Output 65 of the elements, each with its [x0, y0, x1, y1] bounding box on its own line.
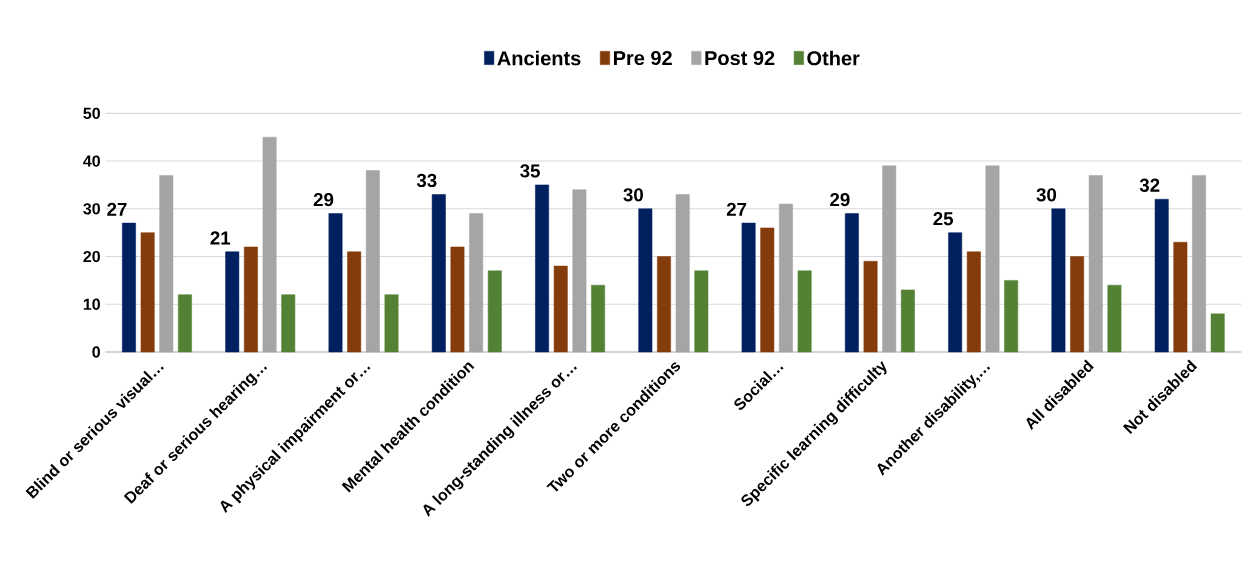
bar — [1192, 175, 1206, 353]
data-label: 29 — [830, 192, 850, 207]
y-tick-label: 10 — [83, 298, 100, 310]
bar — [384, 294, 399, 353]
bar — [863, 261, 878, 353]
bar — [365, 170, 380, 353]
data-label: 25 — [933, 212, 954, 226]
y-tick-label: 40 — [83, 155, 100, 167]
bar — [966, 251, 981, 353]
bar — [450, 246, 465, 353]
bar — [797, 270, 812, 353]
bar — [694, 270, 709, 353]
bar — [760, 227, 775, 353]
data-label: 30 — [1036, 188, 1057, 202]
bar — [178, 294, 192, 353]
bar — [675, 194, 690, 353]
legend-label: Pre 92 — [613, 50, 672, 66]
legend-label: Ancients — [497, 50, 581, 66]
bar — [1107, 284, 1122, 353]
bar — [1210, 313, 1225, 353]
bar — [882, 165, 897, 353]
bar — [779, 203, 793, 353]
y-tick-label: 30 — [83, 203, 100, 215]
data-label: 35 — [520, 164, 540, 178]
bar — [122, 222, 136, 353]
bar — [948, 232, 963, 353]
bar — [140, 232, 155, 353]
bar — [535, 184, 549, 353]
legend-label: Other — [807, 50, 860, 66]
legend-label: Post 92 — [705, 50, 775, 66]
y-tick-label: 0 — [92, 346, 100, 358]
bar — [741, 222, 756, 353]
bar — [657, 256, 671, 353]
data-label: 33 — [416, 173, 437, 188]
y-tick-label: 20 — [83, 250, 100, 263]
bar — [1004, 280, 1019, 353]
bar — [262, 136, 277, 353]
y-tick-label: 50 — [83, 107, 100, 119]
bar — [469, 213, 484, 353]
bar — [347, 251, 362, 353]
data-label: 30 — [623, 188, 643, 202]
bar — [225, 251, 240, 353]
data-label: 32 — [1139, 178, 1160, 192]
bar — [844, 213, 859, 353]
bar — [638, 208, 653, 353]
bar — [1154, 198, 1169, 353]
bar — [985, 165, 1000, 353]
bar — [1070, 256, 1085, 353]
bar — [159, 175, 174, 353]
data-label: 29 — [313, 192, 334, 207]
data-label: 27 — [107, 202, 127, 216]
bar — [1088, 175, 1103, 353]
bar — [328, 213, 343, 353]
data-label: 27 — [726, 202, 747, 216]
bar — [591, 284, 605, 353]
bar — [487, 270, 502, 353]
bar — [572, 189, 587, 353]
bar — [281, 294, 296, 353]
bar — [553, 265, 568, 353]
bar — [900, 289, 915, 353]
bar — [431, 194, 446, 353]
data-label: 21 — [210, 231, 231, 245]
bar — [1051, 208, 1066, 353]
bar — [243, 246, 258, 353]
bar — [1173, 241, 1188, 353]
